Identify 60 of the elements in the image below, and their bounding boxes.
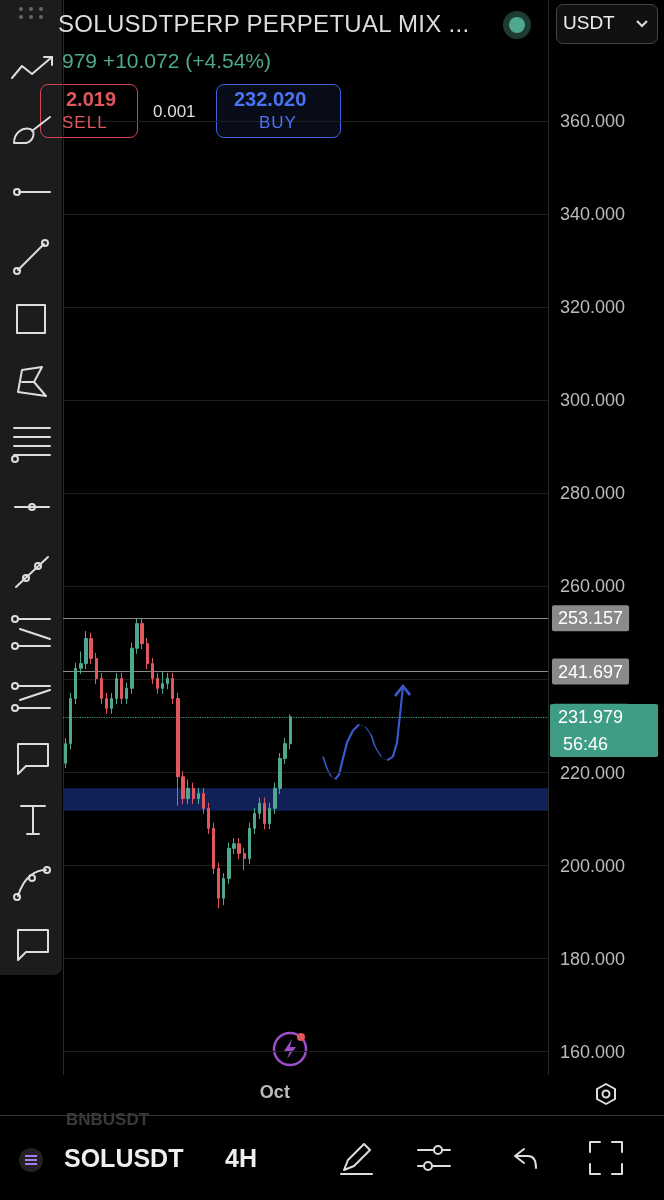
candlestick [146,637,149,670]
candlestick [105,692,108,715]
y-tick-label: 360.000 [560,111,626,131]
text: SOLUSDT [64,1144,184,1173]
annotation: 232.020 [234,88,307,111]
candlestick [222,872,225,906]
y-tick-label: 320.000 [560,297,626,318]
candlestick [120,672,123,705]
ref-line-label: 253.157 [558,608,624,629]
candlestick [89,632,93,665]
annotation: 0.001 [153,102,196,122]
candlestick [217,862,220,909]
candlestick [115,672,118,705]
y-tick-label: 260.000 [560,576,626,597]
candlestick [95,652,98,685]
y-tick-label: 300.000 [560,390,626,411]
candlestick [243,847,246,871]
y-tick-label: 200.000 [560,855,626,876]
candlestick [253,807,256,835]
text: 4H [225,1144,257,1173]
candlestick [161,671,164,695]
y-tick-label: 160.000 [560,1041,626,1062]
candlestick [140,618,144,650]
candlestick [237,837,241,860]
candlestick [186,778,190,805]
y-tick-label: 280.000 [560,483,626,504]
x-tick-label: Oct [259,1082,290,1102]
candlestick [151,657,154,685]
candlestick [69,692,72,750]
chart-title: SOLUSDTPERP PERPETUAL MIX ... [58,10,470,38]
annotation: 2.019 [66,88,117,111]
candlestick [258,797,261,820]
candlestick [197,787,200,805]
candlestick [110,692,113,715]
annotation: SELL [62,113,108,133]
candlestick [248,822,251,865]
candlestick [100,672,103,705]
candlestick [268,802,271,830]
candlestick [263,797,266,830]
text: USDT [563,12,615,34]
candlestick [192,782,195,805]
text: 56:46 [563,734,609,755]
candlestick [64,737,67,769]
candlestick [74,662,77,705]
candlestick [125,682,128,705]
candlestick [289,713,292,750]
y-tick-label: 340.000 [560,204,626,225]
ref-line-label: 231.979 [558,706,624,727]
annotation: BUY [259,113,297,133]
candlestick [202,787,205,815]
y-tick-label: 220.000 [560,762,626,783]
candlestick [156,672,159,695]
text: 979 +10.072 (+4.54%) [62,49,271,73]
candlestick [171,672,174,705]
ref-line-label: 241.697 [558,661,624,682]
y-tick-label: 180.000 [560,948,626,969]
candlestick [212,822,215,875]
candlestick [207,802,210,835]
text: BNBUSDT [66,1110,150,1130]
candlestick [166,672,169,690]
